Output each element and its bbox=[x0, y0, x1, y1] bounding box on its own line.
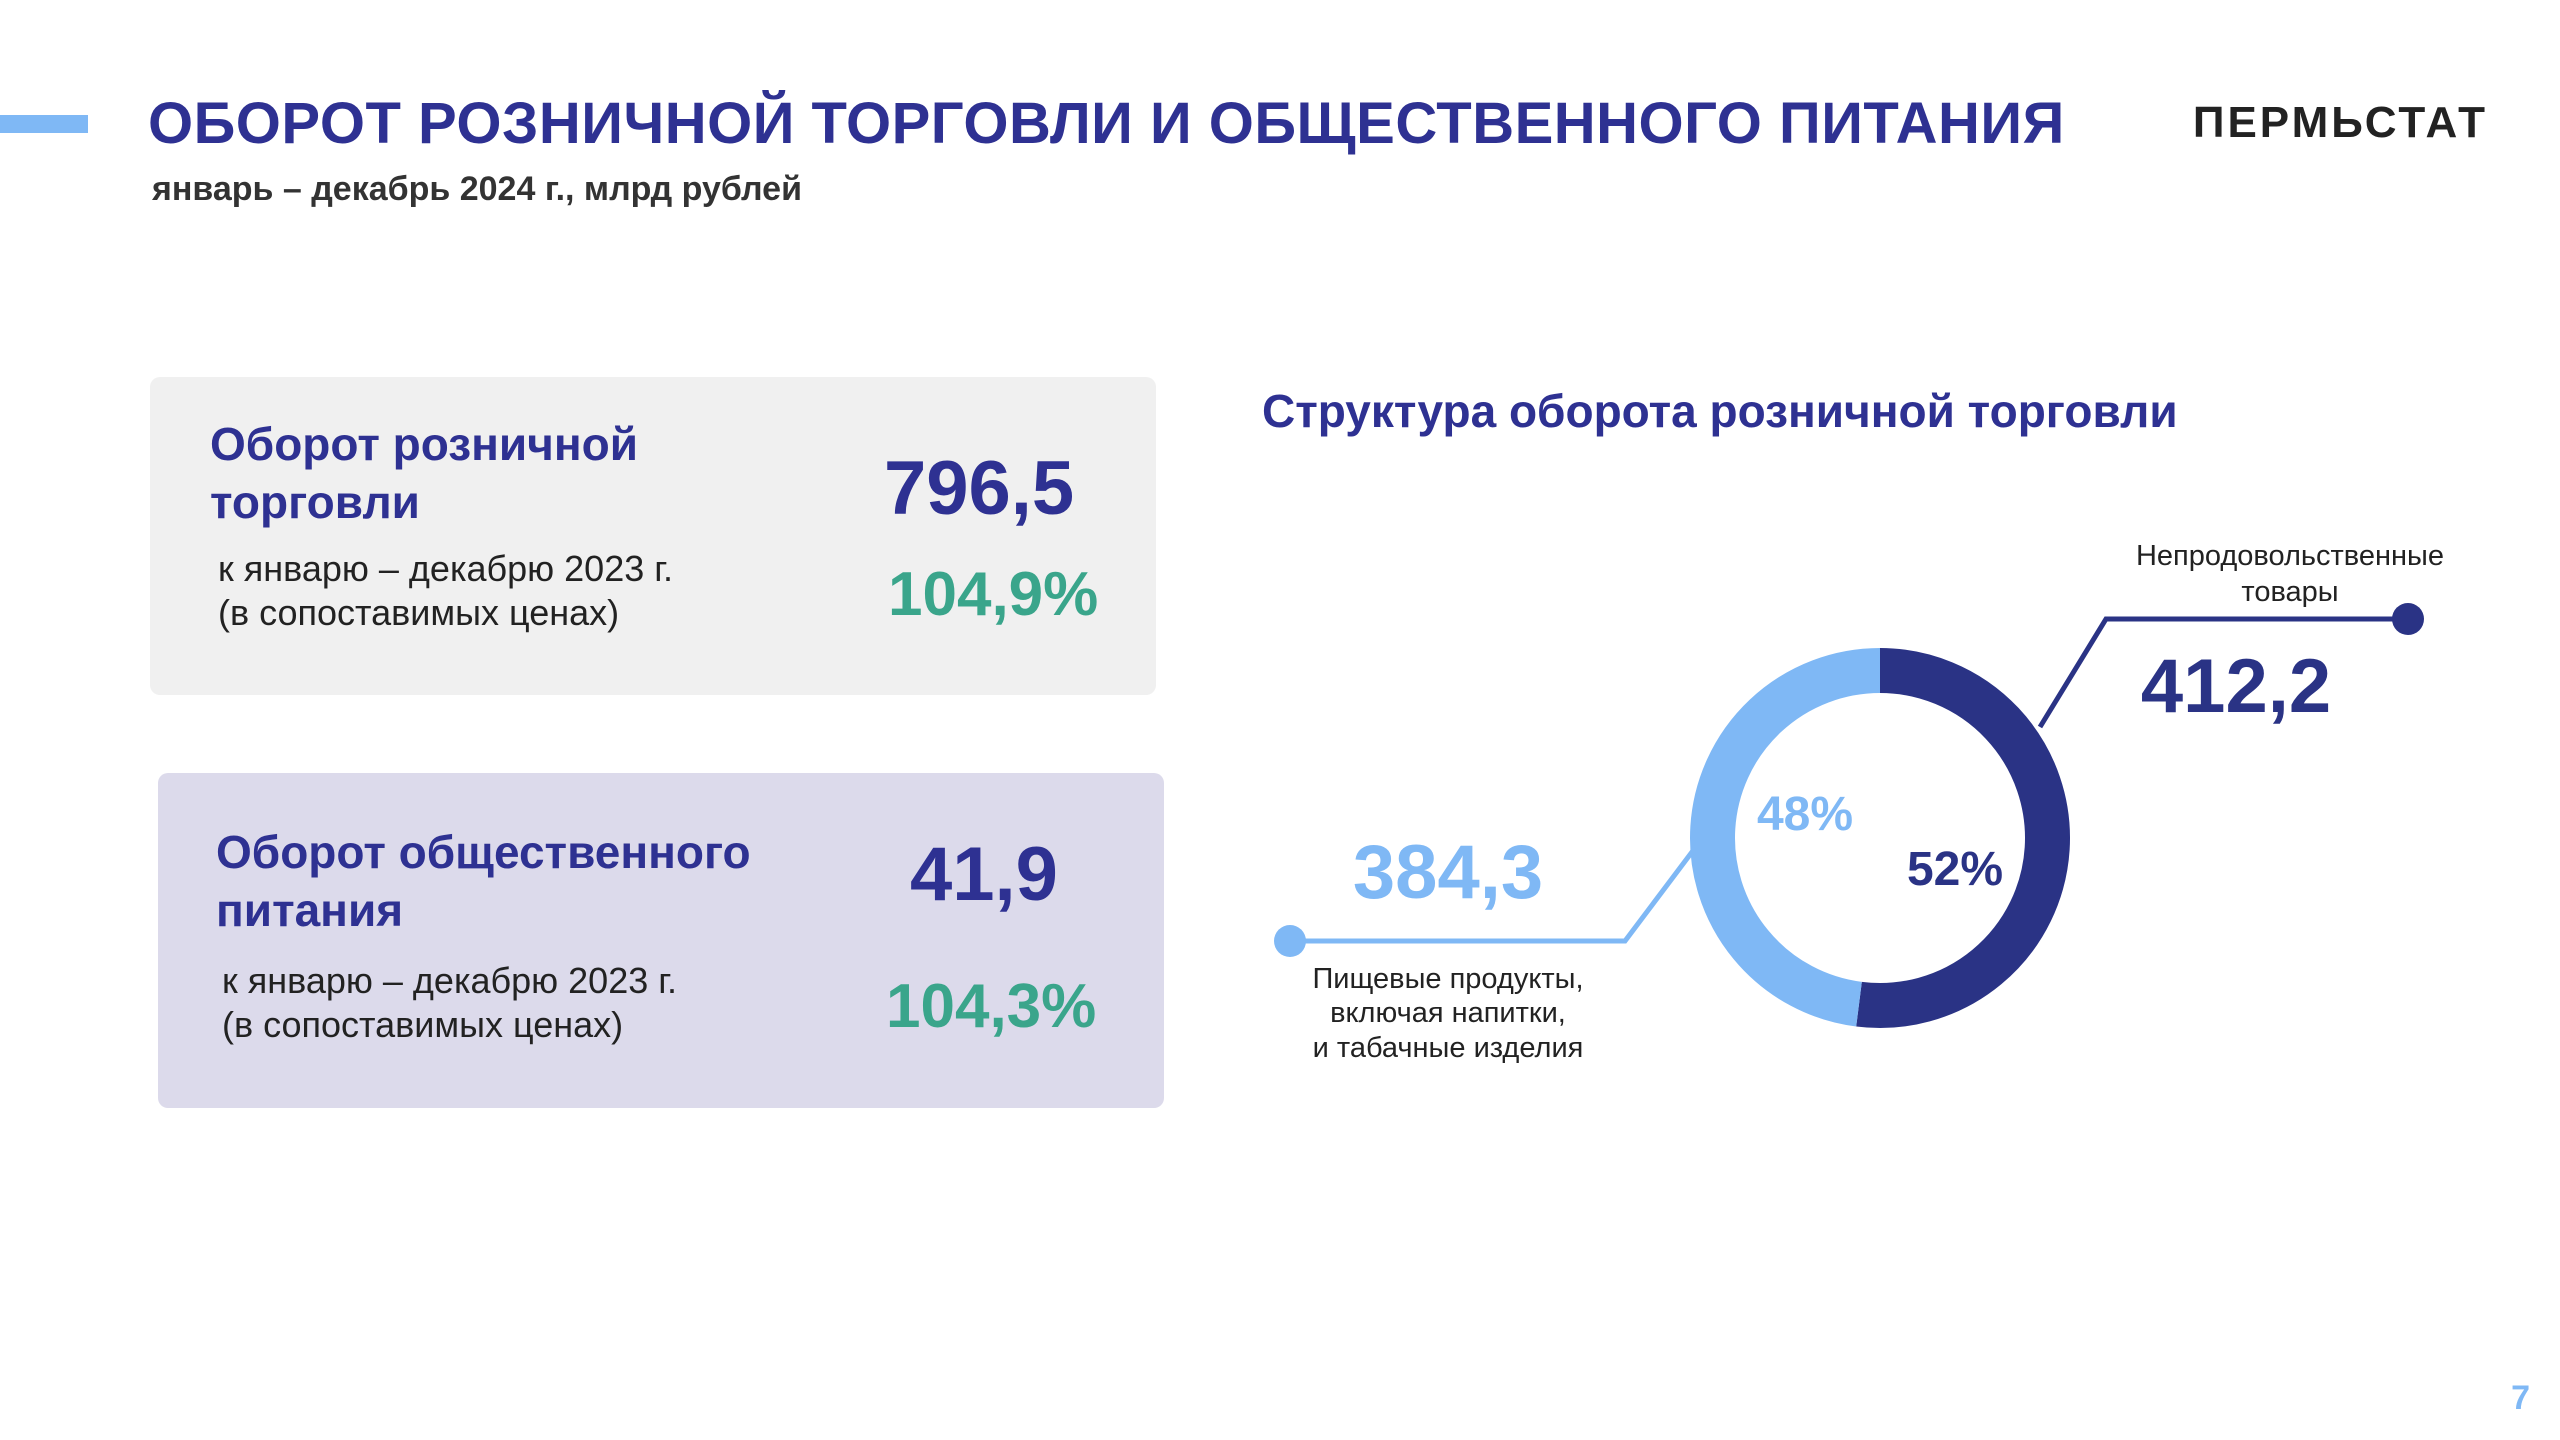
nonfood-category-label-line1: Непродовольственные bbox=[2136, 540, 2444, 572]
retail-comparison-note: к январю – декабрю 2023 г. (в сопоставим… bbox=[218, 547, 673, 635]
retail-card-title: Оборот розничной торговли bbox=[210, 415, 638, 531]
food-service-card-title-line1: Оборот общественного bbox=[216, 826, 751, 878]
donut-slice-food bbox=[1690, 648, 1881, 1027]
food-service-turnover-card: Оборот общественного питания 41,9 к янва… bbox=[158, 773, 1164, 1108]
retail-note-line2: (в сопоставимых ценах) bbox=[218, 592, 620, 633]
food-service-turnover-value: 41,9 bbox=[910, 832, 1058, 917]
retail-turnover-value: 796,5 bbox=[884, 446, 1075, 531]
retail-turnover-card: Оборот розничной торговли 796,5 к январю… bbox=[150, 377, 1156, 695]
page-subtitle: январь – декабрь 2024 г., млрд рублей bbox=[152, 170, 802, 208]
food-service-card-title-line2: питания bbox=[216, 884, 404, 936]
food-service-comparison-note: к январю – декабрю 2023 г. (в сопоставим… bbox=[222, 959, 677, 1047]
food-category-label-line2: включая напитки, bbox=[1330, 997, 1566, 1029]
food-service-growth-percent: 104,3% bbox=[886, 972, 1097, 1041]
retail-card-title-line2: торговли bbox=[210, 476, 420, 528]
page-number: 7 bbox=[2511, 1379, 2530, 1417]
chart-title: Структура оборота розничной торговли bbox=[1262, 385, 2178, 437]
food-leader-dot bbox=[1274, 925, 1306, 957]
page-title: ОБОРОТ РОЗНИЧНОЙ ТОРГОВЛИ И ОБЩЕСТВЕННОГ… bbox=[148, 91, 2065, 156]
food-category-label-line3: и табачные изделия bbox=[1313, 1032, 1584, 1064]
retail-note-line1: к январю – декабрю 2023 г. bbox=[218, 548, 673, 589]
nonfood-leader-line bbox=[2037, 616, 2408, 729]
nonfood-percent-label: 52% bbox=[1907, 843, 2003, 896]
nonfood-value-label: 412,2 bbox=[2141, 644, 2331, 729]
food-service-card-title: Оборот общественного питания bbox=[216, 823, 751, 939]
food-percent-label: 48% bbox=[1757, 788, 1853, 841]
title-accent-bar bbox=[0, 115, 88, 133]
food-value-label: 384,3 bbox=[1353, 830, 1543, 915]
retail-card-title-line1: Оборот розничной bbox=[210, 418, 639, 470]
brand-logo: ПЕРМЬСТАТ bbox=[2192, 98, 2488, 147]
food-category-label-line1: Пищевые продукты, bbox=[1312, 963, 1583, 995]
retail-growth-percent: 104,9% bbox=[888, 560, 1099, 629]
donut-slice-nonfood bbox=[1856, 648, 2070, 1028]
food-service-note-line1: к январю – декабрю 2023 г. bbox=[222, 960, 677, 1001]
food-leader-line bbox=[1290, 846, 1697, 944]
nonfood-leader-dot bbox=[2392, 603, 2424, 635]
nonfood-category-label-line2: товары bbox=[2241, 576, 2338, 608]
food-service-note-line2: (в сопоставимых ценах) bbox=[222, 1004, 624, 1045]
